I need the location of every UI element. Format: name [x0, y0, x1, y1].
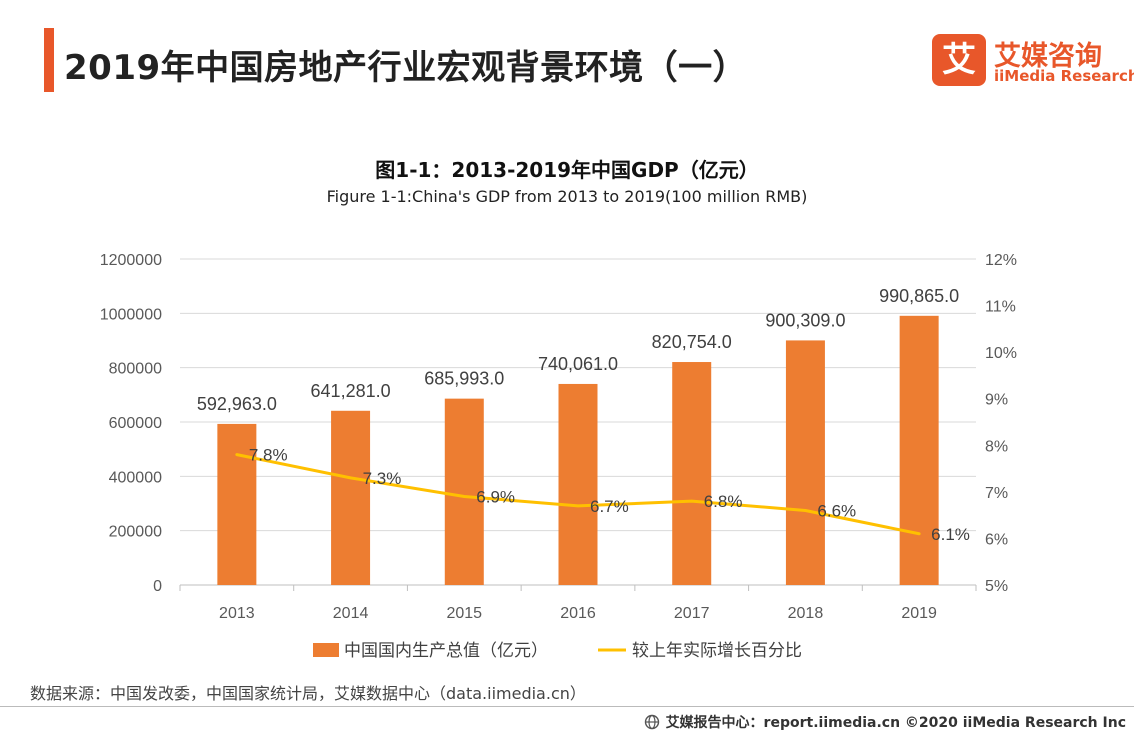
- line-data-label: 6.9%: [476, 488, 515, 507]
- x-tick-label: 2018: [788, 605, 824, 622]
- line-data-label: 6.7%: [590, 497, 629, 516]
- y-right-tick-label: 9%: [985, 392, 1008, 409]
- line-data-label: 7.3%: [363, 469, 402, 488]
- y-right-tick-label: 6%: [985, 531, 1008, 548]
- x-tick-label: 2014: [333, 605, 369, 622]
- y-right-tick-label: 12%: [985, 252, 1017, 269]
- footer-divider: [0, 706, 1134, 707]
- bar: [217, 423, 257, 585]
- logo-mark: 艾: [932, 34, 986, 86]
- bar: [785, 340, 825, 585]
- line-data-label: 6.1%: [931, 525, 970, 544]
- bar-data-label: 900,309.0: [765, 310, 845, 330]
- brand-name-cn: 艾媒咨询: [994, 41, 1102, 72]
- bar: [899, 315, 939, 585]
- bar: [331, 410, 371, 585]
- bar-data-label: 685,993.0: [424, 369, 504, 389]
- y-left-tick-label: 1000000: [100, 306, 162, 323]
- x-tick-label: 2013: [219, 605, 255, 622]
- brand-logo: 艾 艾媒咨询 iiMedia Research: [932, 30, 1134, 90]
- y-left-tick-label: 800000: [109, 361, 162, 378]
- x-tick-label: 2019: [901, 605, 937, 622]
- x-tick-label: 2017: [674, 605, 710, 622]
- bar-data-label: 990,865.0: [879, 286, 959, 306]
- bar-data-label: 820,754.0: [652, 332, 732, 352]
- globe-icon: [644, 714, 659, 730]
- gdp-chart: 0 200000 400000 600000 800000 1000000 1200000 5…: [100, 252, 1017, 661]
- brand-name-en: iiMedia Research: [994, 67, 1134, 85]
- y-right-tick-label: 11%: [985, 299, 1016, 316]
- legend-line-label: 较上年实际增长百分比: [632, 641, 802, 661]
- bar: [558, 383, 598, 585]
- footer-text: 艾媒报告中心：report.iimedia.cn ©2020 iiMedia R…: [665, 715, 1126, 731]
- line-data-label: 7.8%: [249, 446, 288, 465]
- y-left-tick-label: 200000: [109, 524, 162, 541]
- chart-title: 图1-1：2013-2019年中国GDP（亿元）: [375, 158, 759, 182]
- line-data-label: 6.6%: [817, 501, 856, 520]
- y-right-tick-label: 8%: [985, 438, 1008, 455]
- y-left-tick-label: 600000: [109, 415, 162, 432]
- y-left-tick-label: 1200000: [100, 252, 162, 269]
- bar-data-label: 740,061.0: [538, 354, 618, 374]
- y-right-tick-label: 10%: [985, 345, 1017, 362]
- y-right-tick-label: 5%: [985, 578, 1008, 595]
- y-right-tick-label: 7%: [985, 485, 1008, 502]
- bar: [672, 362, 712, 585]
- line-data-label: 6.8%: [704, 492, 743, 511]
- x-tick-label: 2015: [446, 605, 482, 622]
- page-title: 2019年中国房地产行业宏观背景环境（一）: [64, 48, 748, 88]
- y-left-tick-label: 400000: [109, 469, 162, 486]
- chart-subtitle: Figure 1-1:China's GDP from 2013 to 2019…: [326, 187, 808, 206]
- growth-line: [235, 453, 921, 536]
- bar: [444, 398, 484, 585]
- footer: 艾媒报告中心：report.iimedia.cn ©2020 iiMedia R…: [644, 712, 1126, 732]
- legend-bar-label: 中国国内生产总值（亿元）: [344, 641, 548, 661]
- bar-data-label: 641,281.0: [311, 381, 391, 401]
- source-note: 数据来源：中国发改委，中国国家统计局，艾媒数据中心（data.iimedia.c…: [30, 684, 586, 703]
- x-tick-label: 2016: [560, 605, 596, 622]
- legend-bar-swatch: [313, 643, 339, 657]
- y-left-tick-label: 0: [153, 578, 162, 595]
- title-accent-bar: [44, 28, 54, 92]
- bar-data-label: 592,963.0: [197, 394, 277, 414]
